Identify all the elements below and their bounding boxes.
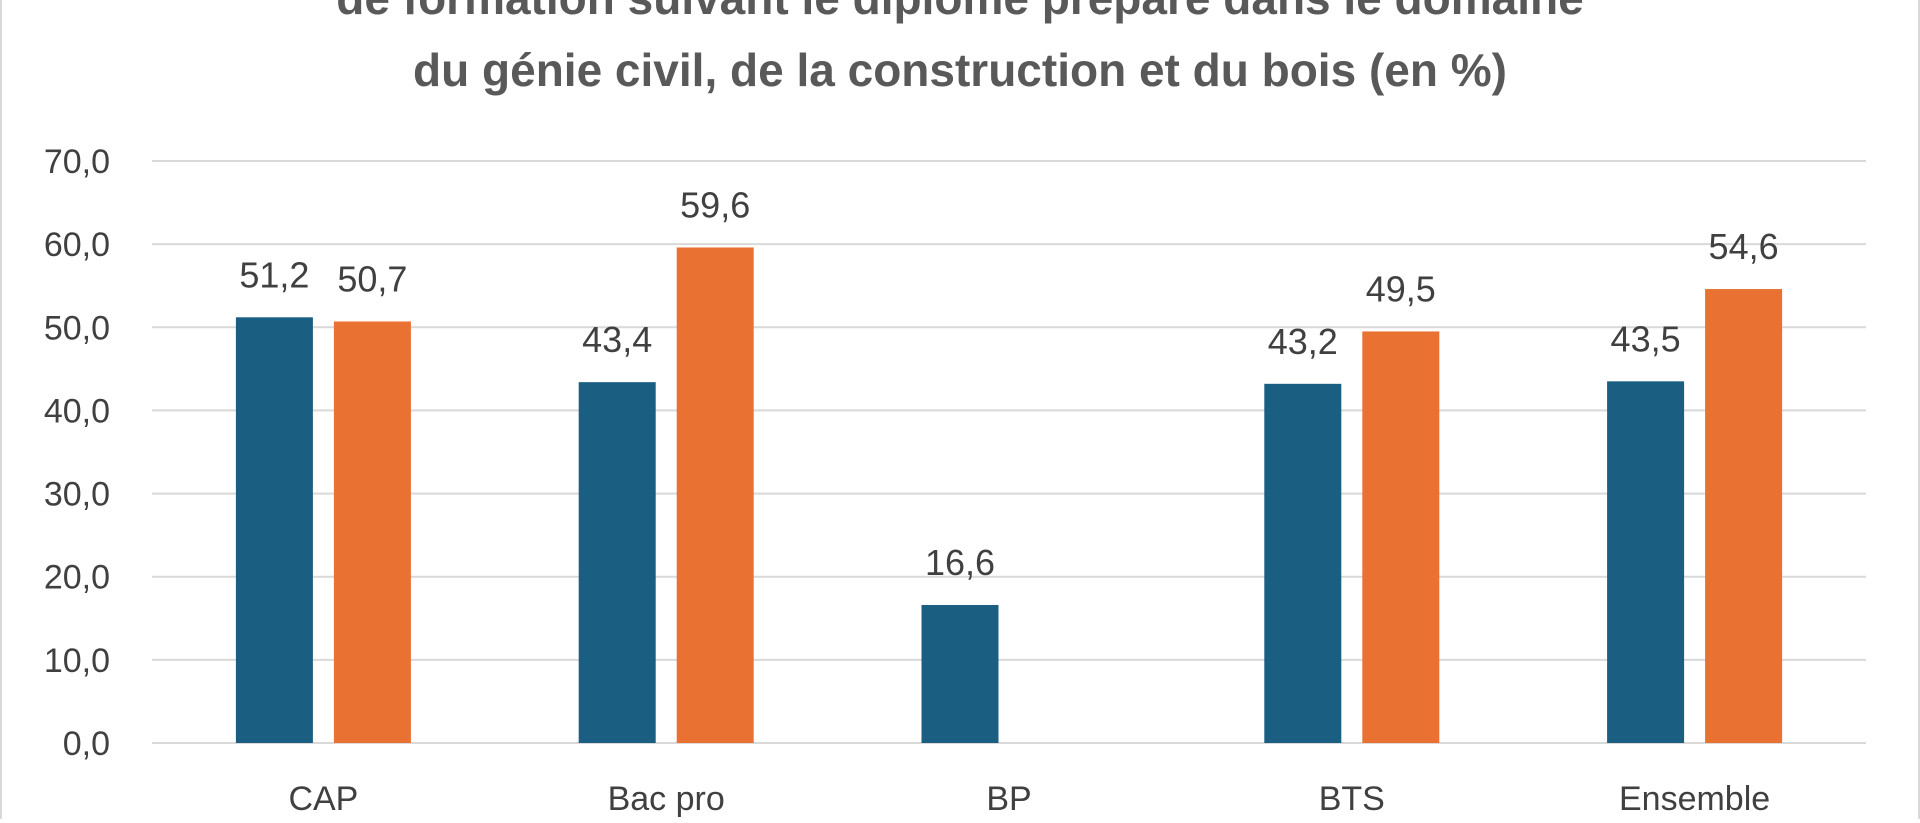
chart-title-line-2: du génie civil, de la construction et du…: [413, 44, 1507, 96]
bar-cap-series-1: [235, 317, 313, 743]
x-tick-label: BP: [986, 780, 1031, 818]
data-label: 50,7: [337, 258, 407, 299]
bar-ensemble-series-2: [1705, 289, 1783, 743]
chart-title-line-1: de formation suivant le diplôme préparé …: [336, 0, 1583, 24]
bar-bts-series-2: [1362, 331, 1440, 743]
data-label: 16,6: [925, 542, 995, 583]
y-tick-label: 70,0: [44, 143, 110, 181]
x-axis-tick-labels: CAP Bac pro BP BTS Ensemble: [288, 780, 1770, 818]
gridlines: [152, 160, 1866, 744]
data-label: 51,2: [239, 254, 309, 295]
data-labels: 51,2 50,7 43,4 59,6 16,6 43,2 49,5 43,5 54,6: [239, 184, 1778, 583]
y-tick-label: 30,0: [44, 476, 110, 514]
bars: [235, 247, 1783, 743]
data-label: 54,6: [1709, 226, 1779, 267]
data-label: 49,5: [1366, 268, 1436, 309]
bar-cap-series-2: [333, 321, 411, 743]
y-tick-label: 0,0: [63, 725, 110, 763]
bar-ensemble-series-1: [1607, 381, 1685, 743]
data-label: 43,2: [1268, 321, 1338, 362]
y-tick-label: 40,0: [44, 392, 110, 430]
data-label: 59,6: [680, 184, 750, 225]
y-tick-label: 60,0: [44, 226, 110, 264]
data-label: 43,4: [582, 319, 652, 360]
chart-title: de formation suivant le diplôme préparé …: [336, 0, 1583, 96]
y-tick-label: 20,0: [44, 559, 110, 597]
y-tick-label: 50,0: [44, 309, 110, 347]
x-tick-label: CAP: [288, 780, 358, 818]
y-tick-label: 10,0: [44, 642, 110, 680]
bar-bp-series-1: [921, 604, 999, 743]
x-tick-label: Bac pro: [608, 780, 725, 818]
x-tick-label: BTS: [1319, 780, 1385, 818]
bar-bts-series-1: [1264, 383, 1342, 743]
y-axis-tick-labels: 0,0 10,0 20,0 30,0 40,0 50,0 60,0 70,0: [44, 143, 110, 763]
data-label: 43,5: [1611, 318, 1681, 359]
x-tick-label: Ensemble: [1619, 780, 1770, 818]
bar-bac-pro-series-1: [578, 382, 656, 743]
bar-bac-pro-series-2: [676, 247, 754, 743]
